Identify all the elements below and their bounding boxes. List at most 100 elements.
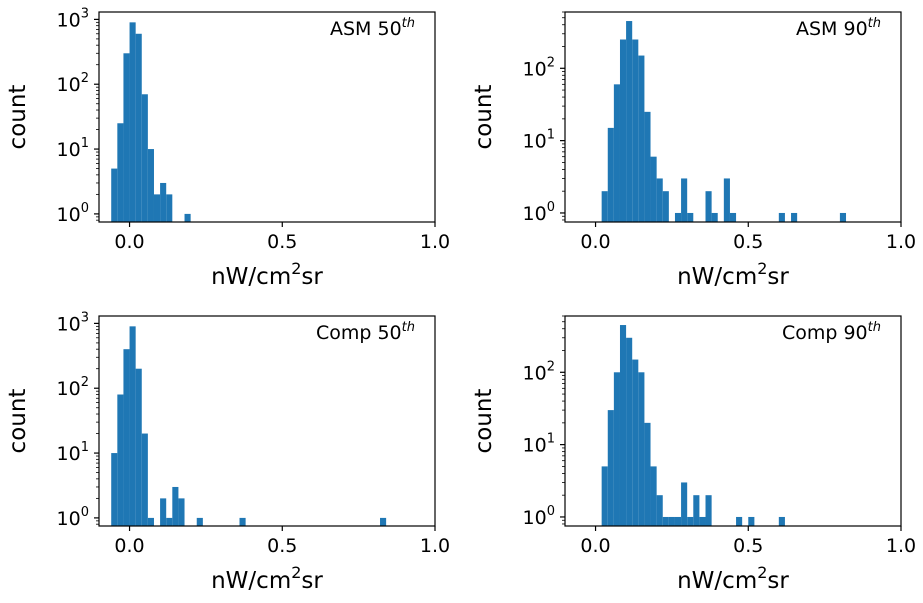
histogram-bar <box>141 433 148 526</box>
histogram-bar <box>147 149 154 222</box>
histogram-bar <box>178 498 185 526</box>
x-tick-label: 0.5 <box>267 535 297 557</box>
histogram-bar <box>674 516 682 526</box>
histogram-bar <box>687 212 694 222</box>
histogram-bar <box>632 39 639 222</box>
histogram-bar <box>153 194 161 222</box>
axes-frame <box>98 315 436 527</box>
histogram-bar <box>601 191 608 222</box>
histogram-bar <box>166 194 173 222</box>
histogram-bar <box>791 212 798 222</box>
histogram-bar <box>711 212 718 222</box>
histogram-bar <box>166 517 173 526</box>
y-tick-label: 101 <box>523 432 555 457</box>
histogram-bar <box>160 182 167 222</box>
y-tick-label: 101 <box>57 136 89 161</box>
histogram-bar <box>656 178 663 222</box>
histogram-bar <box>613 372 620 526</box>
histogram-bar <box>135 33 142 222</box>
y-axis-label: count <box>5 85 31 150</box>
x-tick-label: 1.0 <box>886 231 916 253</box>
y-tick-label: 102 <box>523 55 555 80</box>
histogram-bar <box>778 212 785 222</box>
y-tick-label: 101 <box>523 128 555 153</box>
histogram-bar <box>705 191 712 222</box>
histogram-bar <box>129 22 136 222</box>
histogram-bar <box>123 53 130 222</box>
panel-asm-50th: 0.0 0.5 1.0 100 101 102 103 nW/cm2sr count ASM 50… <box>5 6 450 290</box>
histogram-bar <box>839 212 847 222</box>
panel-annotation: ASM 50th <box>330 16 415 40</box>
histogram-bar <box>607 127 614 222</box>
panel-asm-90th: 0.0 0.5 1.0 100 101 102 nW/cm2sr count ASM 90th <box>471 11 916 290</box>
histogram-bar <box>681 482 688 526</box>
panel-comp-50th: 0.0 0.5 1.0 100 101 102 103 nW/cm2sr count Comp 5… <box>5 310 450 594</box>
x-tick-label: 1.0 <box>420 231 450 253</box>
histogram-bar <box>117 123 124 222</box>
x-tick-label: 0.0 <box>580 231 610 253</box>
y-tick-label: 100 <box>523 200 555 225</box>
y-tick-label: 100 <box>523 504 555 529</box>
histogram-bar <box>705 495 712 526</box>
histogram-bar <box>141 94 148 222</box>
y-tick-label: 102 <box>523 359 555 384</box>
histogram-bar <box>111 168 118 222</box>
histogram-bar <box>644 422 651 526</box>
histogram-bar <box>172 486 179 526</box>
histogram-bar <box>601 466 608 526</box>
histogram-bar <box>662 516 669 526</box>
axes-frame <box>564 11 902 223</box>
histogram-bar <box>674 212 682 222</box>
axes-frame <box>564 315 902 527</box>
x-axis-label: nW/cm2sr <box>211 563 323 594</box>
x-tick-label: 0.5 <box>267 231 297 253</box>
histogram-bar <box>644 111 651 222</box>
histogram-bar <box>184 213 191 222</box>
panel-annotation: ASM 90th <box>796 16 881 40</box>
histogram-bar <box>656 495 663 526</box>
y-tick-label: 103 <box>57 6 89 31</box>
panel-comp-90th: 0.0 0.5 1.0 100 101 102 nW/cm2sr count Comp 90th <box>471 315 916 594</box>
x-axis-label: nW/cm2sr <box>211 259 323 290</box>
histogram-bar <box>662 191 669 222</box>
x-axis-label: nW/cm2sr <box>677 563 789 594</box>
x-tick-label: 0.0 <box>114 535 144 557</box>
histogram-bar <box>607 410 614 526</box>
histogram-bar <box>778 516 785 526</box>
y-tick-label: 100 <box>57 505 89 530</box>
y-axis-label: count <box>5 389 31 454</box>
x-tick-label: 0.0 <box>114 231 144 253</box>
x-tick-label: 0.5 <box>733 231 763 253</box>
x-tick-label: 1.0 <box>420 535 450 557</box>
histogram-bar <box>632 359 639 526</box>
histogram-bar <box>748 516 755 526</box>
y-tick-label: 101 <box>57 440 89 465</box>
histogram-bar <box>693 495 700 526</box>
histogram-bar <box>239 517 246 526</box>
histogram-bar <box>681 178 688 222</box>
axes-frame <box>98 11 436 223</box>
histogram-bar <box>135 368 142 526</box>
y-tick-label: 102 <box>57 71 89 96</box>
x-tick-label: 0.0 <box>580 535 610 557</box>
histogram-bar <box>699 516 706 526</box>
histogram-bar <box>613 84 620 222</box>
histogram-bar <box>626 337 633 526</box>
x-axis-label: nW/cm2sr <box>677 259 789 290</box>
histogram-bar <box>650 156 657 222</box>
y-tick-label: 102 <box>57 375 89 400</box>
histogram-bar <box>626 21 633 222</box>
panel-annotation: Comp 50th <box>316 320 415 344</box>
histogram-bar <box>668 516 675 526</box>
x-tick-label: 1.0 <box>886 535 916 557</box>
histogram-bar <box>619 325 627 526</box>
histogram-bar <box>729 212 737 222</box>
histogram-bar <box>129 326 136 526</box>
histogram-bar <box>117 394 124 526</box>
histogram-bar <box>638 55 645 222</box>
y-axis-label: count <box>471 389 497 454</box>
histogram-bar <box>196 517 203 526</box>
histogram-bar <box>380 517 387 526</box>
x-tick-label: 0.5 <box>733 535 763 557</box>
